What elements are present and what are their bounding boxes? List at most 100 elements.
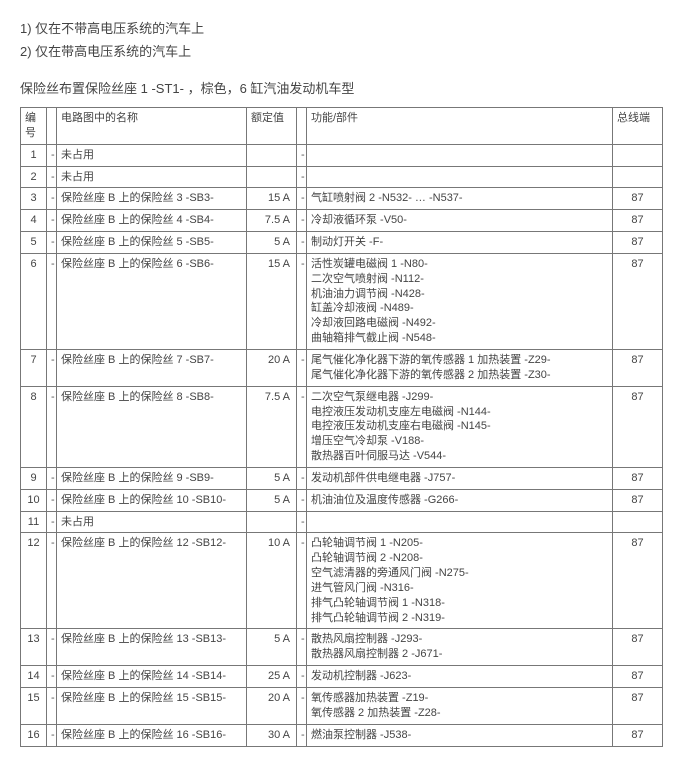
cell-name: 保险丝座 B 上的保险丝 8 -SB8- [57,386,247,467]
cell-dash: - [47,188,57,210]
cell-rating: 15 A [247,188,297,210]
col-header-number: 编号 [21,108,47,145]
cell-rating: 20 A [247,349,297,386]
cell-name: 保险丝座 B 上的保险丝 16 -SB16- [57,724,247,746]
cell-dash: - [297,489,307,511]
cell-function: 散热风扇控制器 -J293-散热器风扇控制器 2 -J671- [307,629,613,666]
cell-name: 保险丝座 B 上的保险丝 4 -SB4- [57,210,247,232]
cell-rating: 5 A [247,232,297,254]
cell-terminal [613,166,663,188]
cell-dash: - [297,232,307,254]
table-row: 9-保险丝座 B 上的保险丝 9 -SB9-5 A-发动机部件供电继电器 -J7… [21,467,663,489]
cell-num: 4 [21,210,47,232]
cell-terminal: 87 [613,386,663,467]
cell-rating [247,144,297,166]
cell-num: 3 [21,188,47,210]
cell-terminal: 87 [613,349,663,386]
cell-function: 气缸喷射阀 2 -N532- … -N537- [307,188,613,210]
cell-terminal: 87 [613,467,663,489]
cell-dash: - [47,666,57,688]
cell-function: 氧传感器加热装置 -Z19-氧传感器 2 加热装置 -Z28- [307,688,613,725]
cell-rating: 7.5 A [247,386,297,467]
cell-rating: 20 A [247,688,297,725]
cell-num: 7 [21,349,47,386]
table-row: 11-未占用- [21,511,663,533]
cell-dash: - [297,511,307,533]
table-row: 2-未占用- [21,166,663,188]
cell-name: 未占用 [57,144,247,166]
cell-function: 制动灯开关 -F- [307,232,613,254]
cell-name: 未占用 [57,511,247,533]
table-row: 14-保险丝座 B 上的保险丝 14 -SB14-25 A-发动机控制器 -J6… [21,666,663,688]
cell-rating: 25 A [247,666,297,688]
cell-terminal: 87 [613,188,663,210]
cell-dash: - [297,629,307,666]
cell-function: 燃油泵控制器 -J538- [307,724,613,746]
cell-dash: - [47,210,57,232]
cell-dash: - [297,253,307,349]
table-row: 12-保险丝座 B 上的保险丝 12 -SB12-10 A-凸轮轴调节阀 1 -… [21,533,663,629]
cell-dash: - [47,166,57,188]
table-header-row: 编号 电路图中的名称 额定值 功能/部件 总线端 [21,108,663,145]
col-header-rating: 额定值 [247,108,297,145]
col-header-function: 功能/部件 [307,108,613,145]
cell-function: 冷却液循环泵 -V50- [307,210,613,232]
col-header-dash1 [47,108,57,145]
cell-terminal: 87 [613,232,663,254]
cell-dash: - [47,232,57,254]
cell-function [307,511,613,533]
cell-dash: - [47,489,57,511]
cell-terminal: 87 [613,629,663,666]
cell-num: 9 [21,467,47,489]
cell-rating: 5 A [247,489,297,511]
cell-function: 机油油位及温度传感器 -G266- [307,489,613,511]
cell-name: 保险丝座 B 上的保险丝 3 -SB3- [57,188,247,210]
cell-function: 发动机部件供电继电器 -J757- [307,467,613,489]
cell-function: 尾气催化净化器下游的氧传感器 1 加热装置 -Z29-尾气催化净化器下游的氧传感… [307,349,613,386]
cell-rating: 15 A [247,253,297,349]
cell-dash: - [47,349,57,386]
cell-function: 凸轮轴调节阀 1 -N205-凸轮轴调节阀 2 -N208-空气滤清器的旁通风门… [307,533,613,629]
cell-name: 保险丝座 B 上的保险丝 13 -SB13- [57,629,247,666]
cell-dash: - [47,386,57,467]
cell-num: 14 [21,666,47,688]
cell-dash: - [47,253,57,349]
cell-name: 保险丝座 B 上的保险丝 10 -SB10- [57,489,247,511]
table-row: 8-保险丝座 B 上的保险丝 8 -SB8-7.5 A-二次空气泵继电器 -J2… [21,386,663,467]
cell-num: 11 [21,511,47,533]
cell-dash: - [297,666,307,688]
table-row: 5-保险丝座 B 上的保险丝 5 -SB5-5 A-制动灯开关 -F-87 [21,232,663,254]
cell-name: 保险丝座 B 上的保险丝 7 -SB7- [57,349,247,386]
cell-name: 保险丝座 B 上的保险丝 15 -SB15- [57,688,247,725]
cell-name: 保险丝座 B 上的保险丝 12 -SB12- [57,533,247,629]
cell-num: 6 [21,253,47,349]
table-row: 1-未占用- [21,144,663,166]
header-notes: 1) 仅在不带高电压系统的汽车上 2) 仅在带高电压系统的汽车上 [20,18,663,60]
cell-dash: - [297,467,307,489]
cell-dash: - [297,349,307,386]
cell-num: 2 [21,166,47,188]
cell-dash: - [47,467,57,489]
col-header-dash2 [297,108,307,145]
cell-terminal: 87 [613,666,663,688]
cell-dash: - [47,144,57,166]
cell-rating [247,166,297,188]
cell-rating: 30 A [247,724,297,746]
table-row: 4-保险丝座 B 上的保险丝 4 -SB4-7.5 A-冷却液循环泵 -V50-… [21,210,663,232]
cell-rating: 5 A [247,467,297,489]
cell-num: 16 [21,724,47,746]
cell-name: 保险丝座 B 上的保险丝 9 -SB9- [57,467,247,489]
cell-terminal: 87 [613,489,663,511]
fuse-table: 编号 电路图中的名称 额定值 功能/部件 总线端 1-未占用-2-未占用-3-保… [20,107,663,747]
cell-function: 活性炭罐电磁阀 1 -N80-二次空气喷射阀 -N112-机油油力调节阀 -N4… [307,253,613,349]
cell-name: 保险丝座 B 上的保险丝 14 -SB14- [57,666,247,688]
cell-terminal: 87 [613,210,663,232]
cell-rating [247,511,297,533]
cell-dash: - [297,724,307,746]
cell-terminal: 87 [613,253,663,349]
table-row: 7-保险丝座 B 上的保险丝 7 -SB7-20 A-尾气催化净化器下游的氧传感… [21,349,663,386]
note-line-2: 2) 仅在带高电压系统的汽车上 [20,41,663,60]
cell-terminal: 87 [613,724,663,746]
cell-dash: - [47,629,57,666]
cell-dash: - [297,688,307,725]
